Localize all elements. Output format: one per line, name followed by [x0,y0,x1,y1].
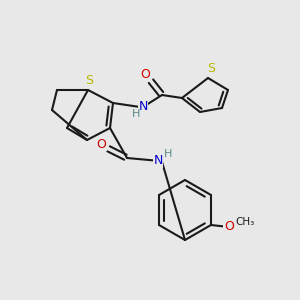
Text: S: S [85,74,93,88]
Text: O: O [96,137,106,151]
Text: H: H [132,109,140,119]
Text: S: S [207,62,215,76]
Text: H: H [164,149,172,159]
Text: N: N [153,154,163,167]
Text: N: N [138,100,148,112]
Text: O: O [140,68,150,80]
Text: O: O [224,220,234,233]
Text: CH₃: CH₃ [236,217,255,227]
